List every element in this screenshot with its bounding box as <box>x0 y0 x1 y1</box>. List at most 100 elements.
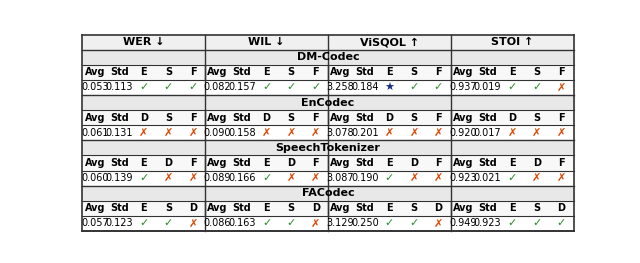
Text: Std: Std <box>233 113 252 123</box>
Text: ✗: ✗ <box>188 219 198 229</box>
Text: Std: Std <box>355 67 374 77</box>
Text: Avg: Avg <box>84 113 105 123</box>
Text: Avg: Avg <box>84 67 105 77</box>
Text: ✓: ✓ <box>262 173 271 183</box>
Text: E: E <box>509 158 515 168</box>
Text: ✓: ✓ <box>139 219 148 229</box>
Text: ✓: ✓ <box>139 83 148 93</box>
Text: 0.949: 0.949 <box>449 219 477 229</box>
Text: ✓: ✓ <box>508 173 517 183</box>
Text: ★: ★ <box>385 83 394 93</box>
Text: 3.129: 3.129 <box>326 219 354 229</box>
Bar <box>83 125 573 140</box>
Text: S: S <box>410 203 417 213</box>
Text: 0.053: 0.053 <box>81 83 109 93</box>
Text: D: D <box>140 113 148 123</box>
Text: F: F <box>312 67 319 77</box>
Text: 0.021: 0.021 <box>474 173 501 183</box>
Bar <box>83 80 573 95</box>
Text: ✓: ✓ <box>188 83 198 93</box>
Text: ✗: ✗ <box>557 128 566 138</box>
Text: Avg: Avg <box>452 113 474 123</box>
Text: E: E <box>141 158 147 168</box>
Text: Std: Std <box>110 113 129 123</box>
Text: F: F <box>558 67 564 77</box>
Text: ✗: ✗ <box>287 173 296 183</box>
Text: Std: Std <box>355 158 374 168</box>
Bar <box>83 65 573 80</box>
Text: S: S <box>533 67 540 77</box>
Text: Std: Std <box>478 113 497 123</box>
Text: ✗: ✗ <box>287 128 296 138</box>
Text: F: F <box>312 113 319 123</box>
Text: Std: Std <box>355 203 374 213</box>
Text: Avg: Avg <box>207 113 228 123</box>
Text: F: F <box>558 158 564 168</box>
Text: ✓: ✓ <box>164 83 173 93</box>
Text: ✗: ✗ <box>557 173 566 183</box>
Text: ✓: ✓ <box>385 173 394 183</box>
Text: 0.082: 0.082 <box>204 83 231 93</box>
Text: ✗: ✗ <box>434 128 443 138</box>
Text: ✓: ✓ <box>385 219 394 229</box>
Text: ✓: ✓ <box>164 219 173 229</box>
Text: 0.123: 0.123 <box>106 219 133 229</box>
Text: 0.190: 0.190 <box>351 173 379 183</box>
Text: ✗: ✗ <box>311 173 321 183</box>
Text: ✗: ✗ <box>557 83 566 93</box>
Text: Avg: Avg <box>452 203 474 213</box>
Text: Std: Std <box>233 203 252 213</box>
Text: WIL ↓: WIL ↓ <box>248 37 285 47</box>
Text: Avg: Avg <box>84 158 105 168</box>
Bar <box>83 155 573 171</box>
Text: STOI ↑: STOI ↑ <box>491 37 533 47</box>
Text: 0.057: 0.057 <box>81 219 109 229</box>
Text: ✗: ✗ <box>188 128 198 138</box>
Text: S: S <box>165 113 172 123</box>
Text: E: E <box>509 67 515 77</box>
Text: E: E <box>509 203 515 213</box>
Text: ✗: ✗ <box>532 128 541 138</box>
Text: 0.019: 0.019 <box>474 83 501 93</box>
Text: ViSQOL ↑: ViSQOL ↑ <box>360 37 419 47</box>
Text: Avg: Avg <box>330 158 351 168</box>
Text: F: F <box>435 67 442 77</box>
Text: S: S <box>287 67 295 77</box>
Text: ✗: ✗ <box>409 173 419 183</box>
Text: 0.923: 0.923 <box>474 219 501 229</box>
Text: SpeechTokenizer: SpeechTokenizer <box>276 143 380 153</box>
Text: S: S <box>287 113 295 123</box>
Text: 0.937: 0.937 <box>449 83 477 93</box>
Text: ✗: ✗ <box>532 173 541 183</box>
Text: Std: Std <box>110 158 129 168</box>
Bar <box>83 50 573 65</box>
Text: EnCodec: EnCodec <box>301 98 355 108</box>
Text: 0.090: 0.090 <box>204 128 231 138</box>
Text: 0.060: 0.060 <box>81 173 109 183</box>
Text: D: D <box>532 158 541 168</box>
Text: E: E <box>141 203 147 213</box>
Text: ✗: ✗ <box>434 219 443 229</box>
Text: Std: Std <box>110 67 129 77</box>
Text: 0.250: 0.250 <box>351 219 379 229</box>
Text: ✓: ✓ <box>508 83 517 93</box>
Text: ✓: ✓ <box>409 83 419 93</box>
Bar <box>83 201 573 216</box>
Bar <box>83 35 573 50</box>
Text: F: F <box>189 67 196 77</box>
Bar <box>83 110 573 125</box>
Text: 0.089: 0.089 <box>204 173 231 183</box>
Text: ✗: ✗ <box>311 128 321 138</box>
Text: 0.166: 0.166 <box>228 173 256 183</box>
Text: E: E <box>263 203 270 213</box>
Text: Avg: Avg <box>207 158 228 168</box>
Text: E: E <box>386 203 393 213</box>
Text: ✗: ✗ <box>508 128 517 138</box>
Text: 0.113: 0.113 <box>106 83 133 93</box>
Text: D: D <box>435 203 442 213</box>
Text: ✓: ✓ <box>262 219 271 229</box>
Text: D: D <box>508 113 516 123</box>
Text: ✓: ✓ <box>287 83 296 93</box>
Text: 0.061: 0.061 <box>81 128 109 138</box>
Text: D: D <box>189 203 197 213</box>
